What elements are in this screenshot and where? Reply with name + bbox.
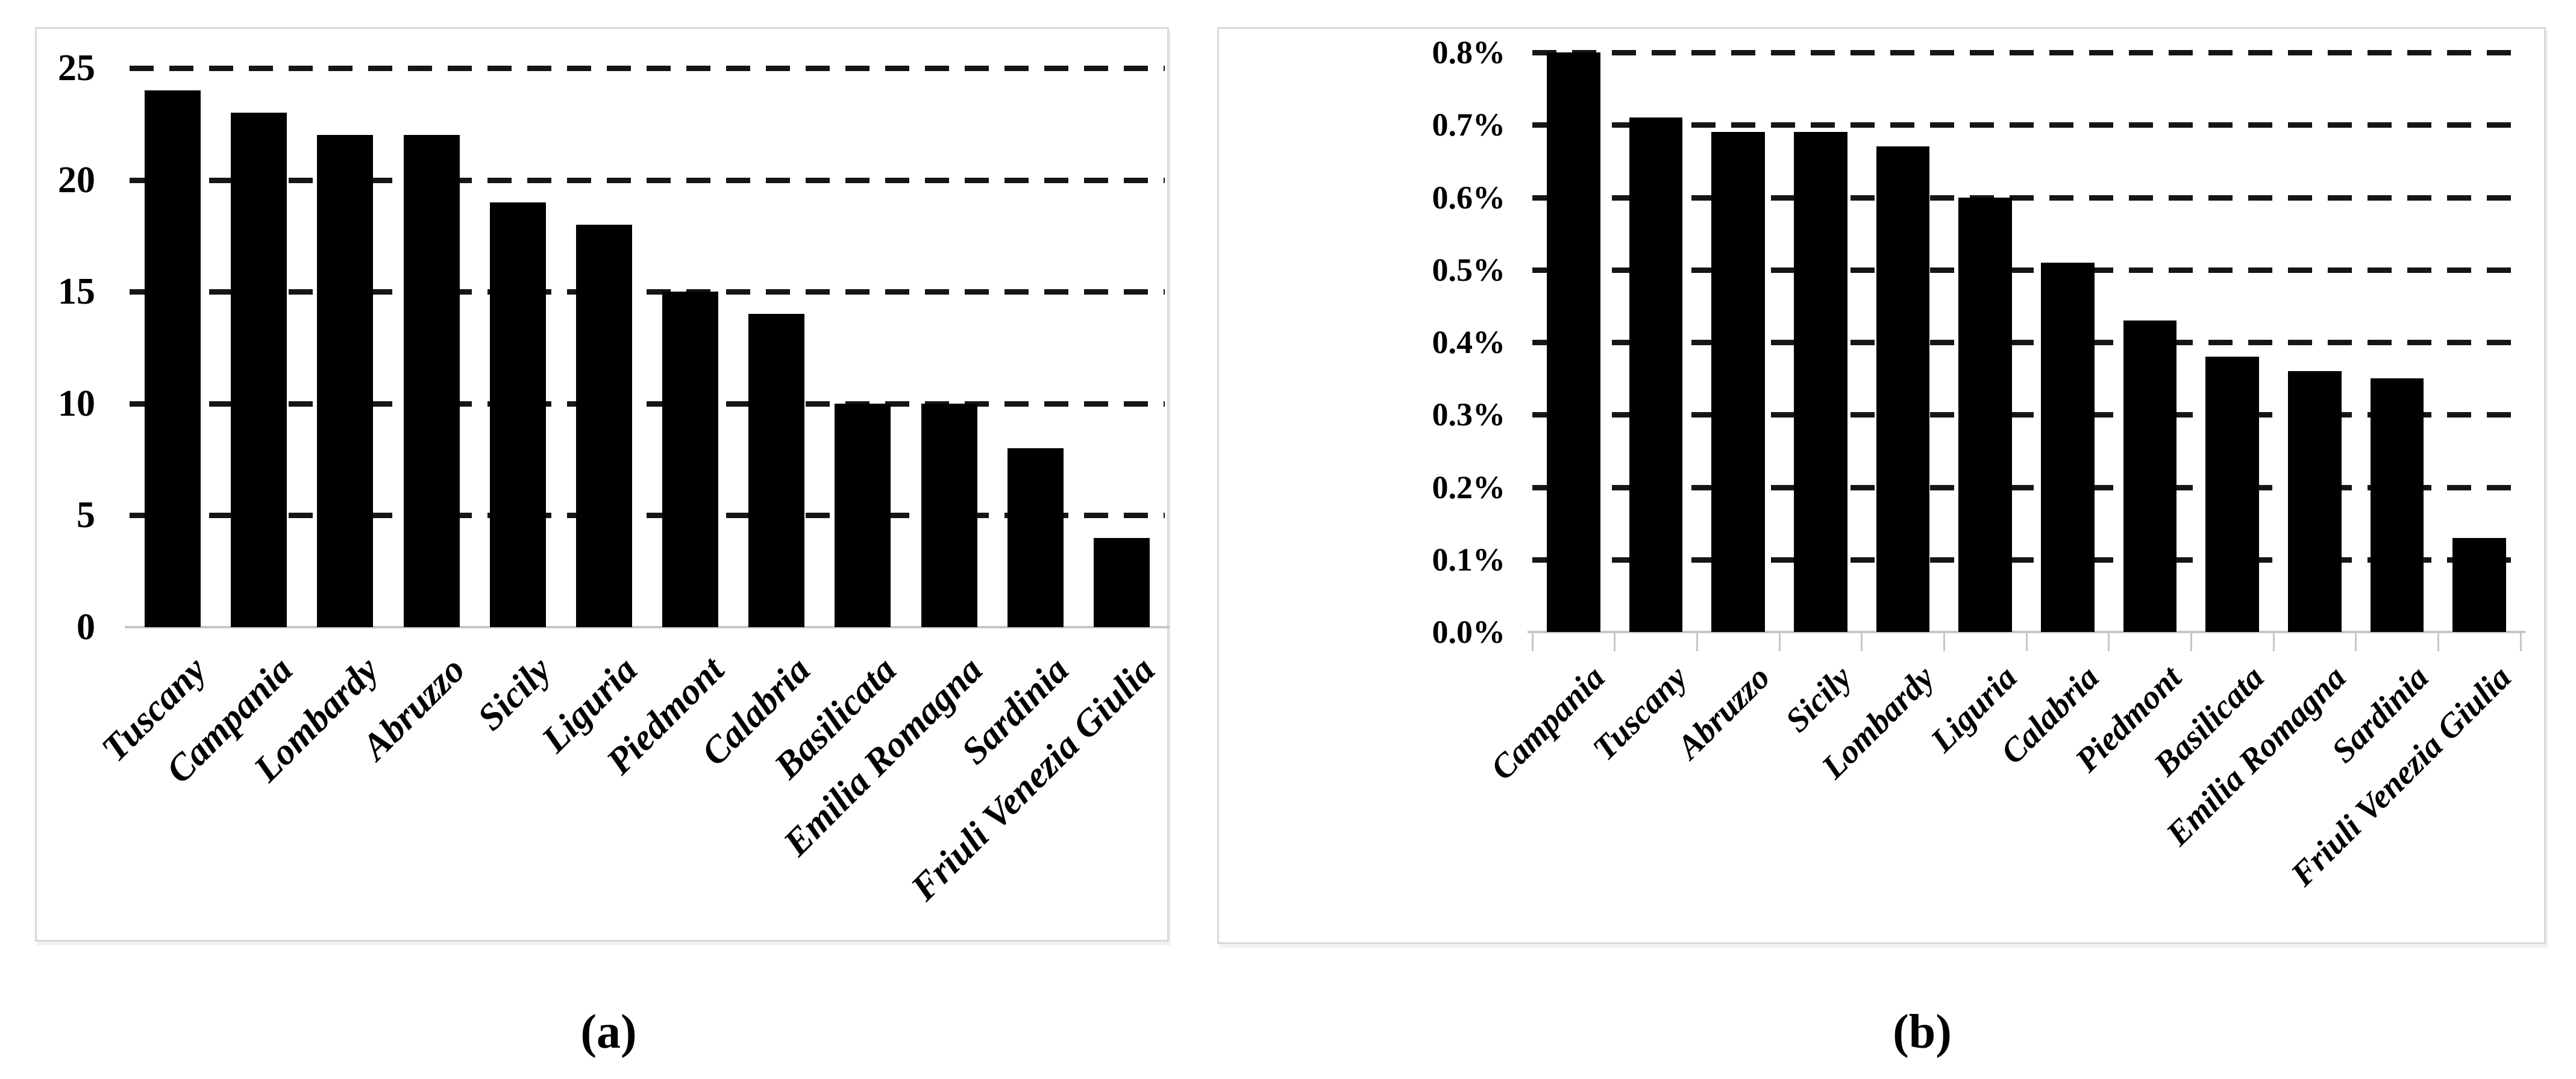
gridline [1532, 484, 2521, 490]
bar-basilicata [2205, 357, 2260, 632]
x-axis-tick [2437, 632, 2439, 651]
bar-piedmont [2123, 320, 2177, 632]
y-axis-tick-label: 0.8% [1432, 34, 1506, 70]
x-axis-tick [2355, 632, 2357, 651]
y-axis-tick-label: 25 [58, 48, 95, 89]
bar-lombardy [1876, 146, 1930, 632]
bar-piedmont [662, 292, 719, 627]
gridline [1532, 50, 2521, 55]
y-axis-tick-label: 10 [58, 383, 95, 424]
bar-friuli-venezia-giulia [1093, 537, 1150, 627]
y-axis-tick-label: 0.1% [1432, 541, 1506, 578]
caption-b: (b) [1893, 1006, 1952, 1059]
bar-emilia-romagna [921, 403, 977, 627]
y-axis-tick-label: 0.2% [1432, 469, 1506, 505]
bar-sicily [1793, 132, 1847, 632]
bar-tuscany [145, 90, 201, 627]
gridline [130, 289, 1165, 295]
x-axis-tick [1778, 632, 1781, 651]
x-axis-tick [2272, 632, 2275, 651]
y-axis-tick-label: 0.5% [1432, 251, 1506, 288]
bar-sardinia [2370, 378, 2424, 632]
bar-calabria [2040, 262, 2095, 632]
panel-b: 0.0% 0.1% 0.2% 0.3% 0.4% 0.5% 0.6% 0.7% 0.8% Camp… [1217, 27, 2546, 944]
y-axis-tick-label: 0.7% [1432, 107, 1506, 143]
gridline [1532, 122, 2521, 128]
gridline [1532, 195, 2521, 201]
bar-friuli-venezia-giulia [2452, 537, 2507, 632]
x-axis-tick [2519, 632, 2522, 651]
panel-a: 0 5 10 15 20 25 Tuscany Campania Lombardy Abruzzo… [35, 27, 1170, 942]
x-axis-tick [1943, 632, 1945, 651]
plot-area [125, 66, 1170, 628]
y-axis-tick-label: 20 [58, 159, 95, 201]
x-axis-tick [1531, 632, 1534, 651]
bar-tuscany [1629, 117, 1683, 632]
bar-liguria [1958, 197, 2013, 632]
bar-sardinia [1007, 448, 1064, 627]
y-axis-tick-label: 5 [77, 495, 95, 536]
gridline [130, 66, 1165, 71]
gridline [1532, 412, 2521, 418]
gridline [130, 401, 1165, 407]
x-axis-tick [1861, 632, 1863, 651]
x-axis-tick [2190, 632, 2192, 651]
bar-abruzzo [1711, 132, 1766, 632]
bar-campania [231, 113, 287, 627]
bar-basilicata [835, 403, 891, 627]
x-axis-tick [1614, 632, 1616, 651]
bar-emilia-romagna [2287, 371, 2342, 632]
gridline [130, 513, 1165, 519]
bar-campania [1546, 52, 1600, 632]
caption-a: (a) [580, 1006, 637, 1059]
gridline [1532, 267, 2521, 273]
gridline [1532, 557, 2521, 563]
bar-sicily [489, 202, 546, 627]
y-axis-tick-label: 15 [58, 271, 95, 313]
x-axis-line [125, 626, 1170, 628]
y-axis-tick-label: 0.4% [1432, 324, 1506, 360]
x-axis-tick [2108, 632, 2110, 651]
x-axis-tick [1696, 632, 1698, 651]
bar-lombardy [317, 135, 374, 627]
plot-area [1528, 50, 2525, 651]
gridline [130, 177, 1165, 183]
y-axis-tick-label: 0.3% [1432, 396, 1506, 433]
y-axis-tick-label: 0 [77, 607, 95, 648]
y-axis-tick-label: 0.0% [1432, 614, 1506, 650]
x-axis-tick [2025, 632, 2028, 651]
gridline [1532, 340, 2521, 345]
bar-liguria [575, 224, 632, 627]
bar-calabria [748, 314, 805, 627]
bar-abruzzo [403, 135, 460, 627]
y-axis-tick-label: 0.6% [1432, 179, 1506, 216]
